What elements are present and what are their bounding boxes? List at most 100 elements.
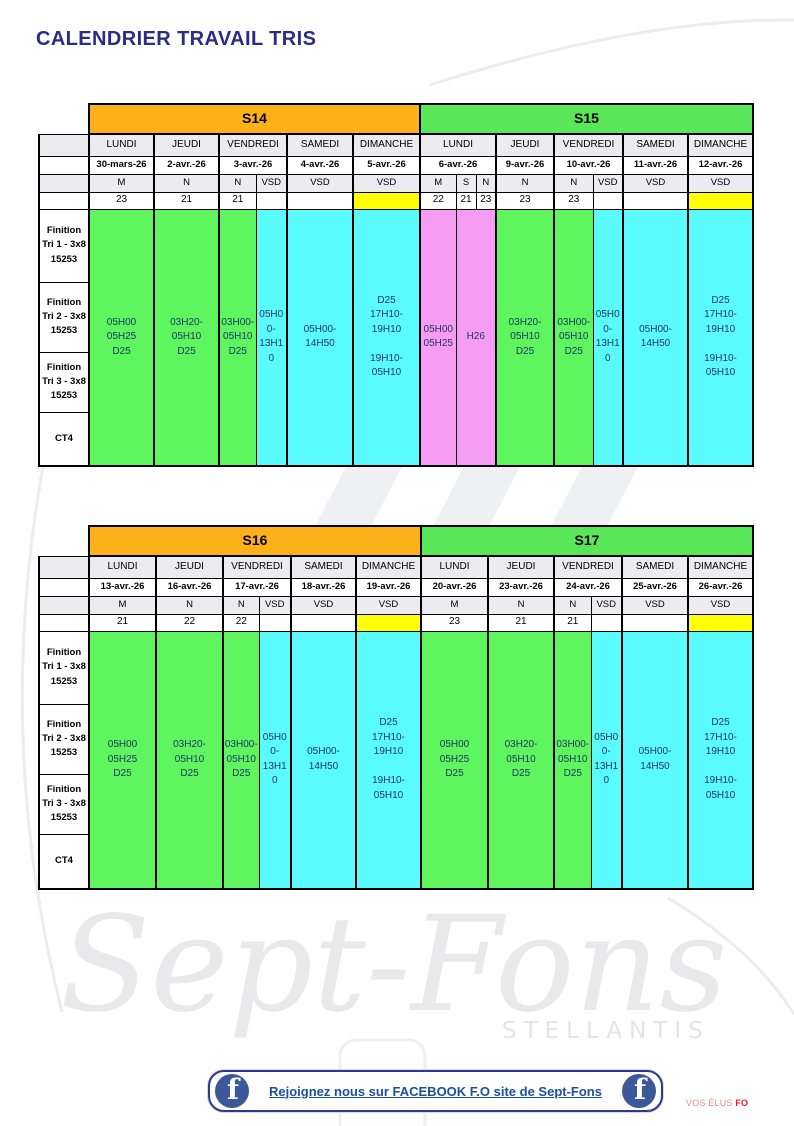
shift-cell: VSD [352,173,421,193]
table-row: M N N VSD VSD VSD M S N N N VSD VSD VSD [38,173,754,193]
label-column-spacer [38,191,90,210]
shift-cell: N [155,595,224,615]
label-column-spacer [38,173,90,193]
table-row: M N N VSD VSD VSD M N N VSD VSD VSD [38,595,754,615]
date-cell: 23-avr.-26 [487,577,555,597]
headcount-cell [352,191,421,210]
schedule-cell: 03H00- 05H10 D25 [553,208,594,467]
headcount-cell: 21 [218,191,257,210]
calendar-table-s14-s15: S14 S15 LUNDI JEUDI VENDREDI SAMEDI DIMANCHE LU… [38,103,754,467]
shift-cell: N [553,173,594,193]
headcount-cell [622,191,689,210]
label-column-spacer [38,595,90,615]
schedule-cell: 03H20- 05H10 D25 [487,630,555,890]
shift-cell: N [487,595,555,615]
table-row: 23 21 21 22 21 23 23 23 [38,191,754,210]
headcount-cell: 23 [495,191,555,210]
schedule-cell: 05H00- 14H50 [621,630,689,890]
shift-cell: S [455,173,477,193]
corner-spacer [39,104,89,134]
shift-cell: N [222,595,260,615]
shift-cell: N [475,173,497,193]
facebook-link[interactable]: Rejoignez nous sur FACEBOOK F.O site de … [269,1083,602,1099]
facebook-icon[interactable]: f [622,1074,656,1108]
shift-cell: M [88,173,155,193]
headcount-cell: 22 [222,613,260,632]
shift-cell: VSD [290,595,357,615]
headcount-cell: 23 [420,613,489,632]
schedule-cell: 05H00 05H25 D25 [420,630,489,890]
corner-spacer [39,526,89,556]
calendar-table-s16-s17: S16 S17 LUNDI JEUDI VENDREDI SAMEDI DIMANCHE LU… [38,525,754,890]
date-cell: 30-mars-26 [88,155,155,175]
schedule-cell: 05H00- 14H50 [290,630,357,890]
schedule-cell: D25 17H10- 19H10 19H10- 05H10 [352,208,421,467]
schedule-cell: 05H0 0- 13H1 0 [258,630,292,890]
shift-cell: N [153,173,220,193]
table-row: Finition Tri 3 - 3x8 15253 [38,351,753,413]
headcount-cell: 22 [155,613,224,632]
row-label: Finition Tri 1 - 3x8 15253 [38,630,90,705]
date-cell: 4-avr.-26 [286,155,354,175]
date-cell: 10-avr.-26 [553,155,624,175]
schedule-cell: 03H20- 05H10 D25 [495,208,555,467]
vos-elus-text: VOS ÉLUS [686,1098,736,1108]
date-cell: 25-avr.-26 [621,577,689,597]
table-row: S16 S17 [39,525,754,557]
facebook-icon[interactable]: f [215,1074,249,1108]
schedule-cell: 03H00- 05H10 D25 [222,630,260,890]
label-column-spacer [38,155,90,175]
label-column-spacer [38,555,90,579]
headcount-cell: 23 [88,191,155,210]
shift-cell: VSD [255,173,288,193]
calendar-weeks-s16-s17: S16 S17 LUNDI JEUDI VENDREDI SAMEDI DIMANCHE LU… [38,525,754,890]
date-cell: 2-avr.-26 [153,155,220,175]
schedule-cell: 05H00 05H25 D25 [88,208,155,467]
shift-cell: VSD [621,595,689,615]
headcount-cell [590,613,623,632]
headcount-cell [286,191,354,210]
shift-cell: VSD [687,595,754,615]
facebook-banner[interactable]: f Rejoignez nous sur FACEBOOK F.O site d… [208,1070,663,1112]
table-row: LUNDI JEUDI VENDREDI SAMEDI DIMANCHE LUNDI JEU… [38,555,754,579]
shift-cell: VSD [687,173,754,193]
date-cell: 12-avr.-26 [687,155,754,175]
table-row: Finition Tri 2 - 3x8 15253 [38,703,753,775]
day-header: VENDREDI [222,555,292,579]
schedule-cell: 05H0 0- 13H1 0 [255,208,288,467]
day-header: VENDREDI [218,133,288,157]
schedule-cell: 03H00- 05H10 D25 [218,208,257,467]
shift-cell: VSD [258,595,292,615]
table-row: S14 S15 [39,103,754,135]
headcount-cell: 21 [153,191,220,210]
headcount-cell [592,191,624,210]
date-cell: 18-avr.-26 [290,577,357,597]
label-column-spacer [38,613,90,632]
headcount-cell: 23 [475,191,497,210]
date-cell: 26-avr.-26 [687,577,754,597]
day-header: LUNDI [419,133,497,157]
date-cell: 9-avr.-26 [495,155,555,175]
day-header: SAMEDI [622,133,689,157]
table-row: CT4 [38,833,753,890]
headcount-cell [621,613,689,632]
shift-cell: VSD [355,595,422,615]
week-header-s17: S17 [420,525,754,557]
headcount-cell: 22 [419,191,457,210]
fo-text: FO [735,1098,749,1108]
date-cell: 6-avr.-26 [419,155,497,175]
day-header: SAMEDI [290,555,357,579]
watermark-arc [429,18,794,87]
headcount-cell [687,191,754,210]
label-column-spacer [38,133,90,157]
schedule-cell: 05H00- 14H50 [622,208,689,467]
date-cell: 16-avr.-26 [155,577,224,597]
row-label: Finition Tri 3 - 3x8 15253 [38,351,90,413]
day-header: JEUDI [495,133,555,157]
table-row: 21 22 22 23 21 21 [38,613,754,632]
headcount-cell: 21 [553,613,592,632]
headcount-cell: 21 [455,191,477,210]
week-header-s15: S15 [419,103,754,135]
headcount-cell [687,613,754,632]
day-header: VENDREDI [553,555,623,579]
